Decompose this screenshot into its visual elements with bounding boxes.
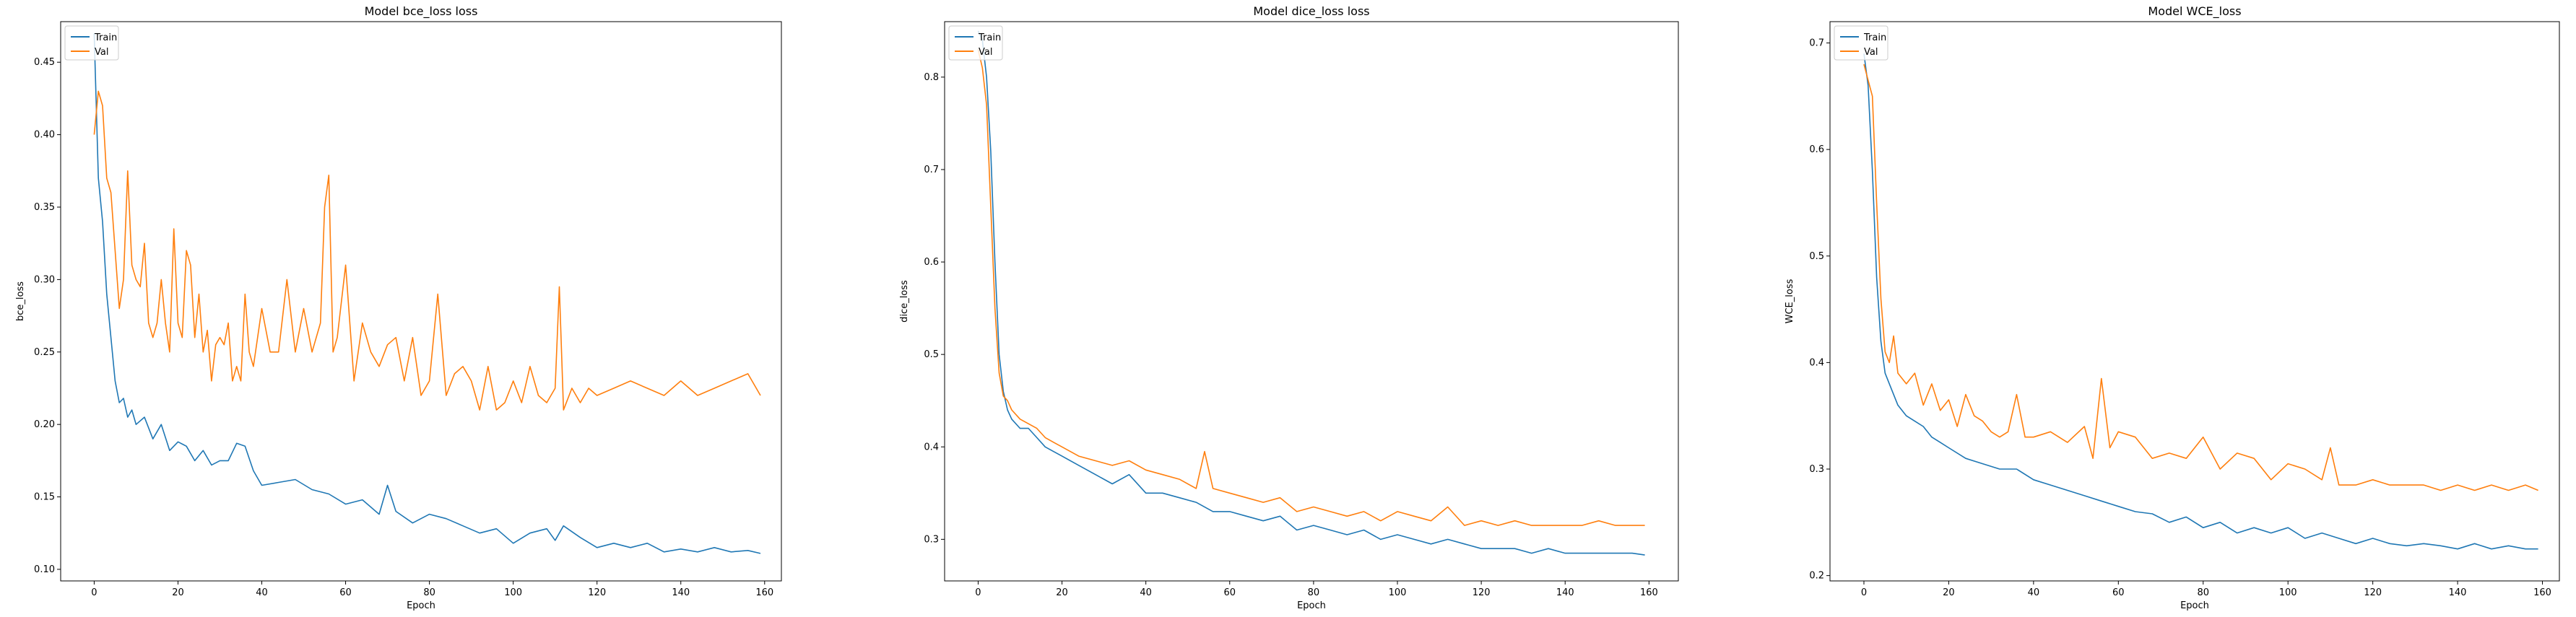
legend-label: Train xyxy=(94,32,117,43)
chart-title: Model bce_loss loss xyxy=(365,4,478,19)
x-tick-label: 140 xyxy=(672,587,690,598)
x-axis-label: Epoch xyxy=(1297,600,1326,611)
y-tick-label: 0.25 xyxy=(34,347,55,358)
subplot-dice-loss: Model dice_loss loss Epoch dice_loss 0 20… xyxy=(899,4,1679,611)
x-tick-label: 40 xyxy=(1140,587,1152,598)
x-tick-label: 40 xyxy=(256,587,268,598)
y-axis-label: bce_loss xyxy=(15,281,26,321)
x-tick-label: 100 xyxy=(504,587,522,598)
axes-frame xyxy=(1829,21,2560,582)
legend: Train Val xyxy=(64,25,119,61)
y-tick-label: 0.40 xyxy=(34,130,55,141)
x-tick-label: 0 xyxy=(1861,587,1867,598)
series-line-train xyxy=(93,33,761,554)
legend-label: Train xyxy=(978,32,1001,43)
x-tick-label: 20 xyxy=(172,587,184,598)
y-tick-label: 0.45 xyxy=(34,57,55,68)
y-tick-label: 0.5 xyxy=(1809,251,1824,262)
x-tick-label: 100 xyxy=(2279,587,2297,598)
x-tick-label: 0 xyxy=(91,587,97,598)
series-line-train xyxy=(1863,53,2538,550)
legend-label: Val xyxy=(979,47,992,58)
subplot-wce-loss: Model WCE_loss Epoch WCE_loss 0 20 40 60 80 1… xyxy=(1784,4,2560,611)
x-tick-label: 60 xyxy=(339,587,352,598)
y-tick-label: 0.7 xyxy=(924,165,939,175)
y-tick-label: 0.3 xyxy=(1809,464,1824,475)
x-tick-label: 120 xyxy=(588,587,606,598)
x-tick-label: 140 xyxy=(2449,587,2467,598)
x-tick-label: 120 xyxy=(1473,587,1491,598)
x-tick-label: 20 xyxy=(1943,587,1955,598)
y-tick-label: 0.15 xyxy=(34,492,55,503)
x-tick-label: 80 xyxy=(423,587,435,598)
series-line-val xyxy=(1863,64,2538,491)
x-tick-label: 0 xyxy=(975,587,981,598)
x-tick-label: 40 xyxy=(2028,587,2040,598)
legend-label: Val xyxy=(95,47,108,58)
chart-title: Model WCE_loss xyxy=(2148,4,2241,19)
y-tick-label: 0.30 xyxy=(34,274,55,285)
series-line-train xyxy=(977,30,1645,556)
legend-label: Val xyxy=(1864,47,1878,58)
x-axis-label: Epoch xyxy=(407,600,435,611)
x-tick-label: 160 xyxy=(2533,587,2551,598)
x-tick-label: 60 xyxy=(2112,587,2125,598)
x-tick-label: 80 xyxy=(2197,587,2209,598)
legend: Train Val xyxy=(1834,25,1888,61)
y-tick-label: 0.7 xyxy=(1809,38,1824,49)
y-tick-label: 0.4 xyxy=(1809,357,1824,368)
legend-label: Train xyxy=(1863,32,1886,43)
y-tick-label: 0.8 xyxy=(924,72,939,83)
y-tick-label: 0.2 xyxy=(1809,571,1824,582)
chart-title: Model dice_loss loss xyxy=(1253,4,1369,19)
x-tick-label: 60 xyxy=(1224,587,1236,598)
y-tick-label: 0.35 xyxy=(34,202,55,213)
x-tick-label: 160 xyxy=(1640,587,1658,598)
x-axis-label: Epoch xyxy=(2180,600,2209,611)
y-tick-label: 0.20 xyxy=(34,419,55,430)
legend: Train Val xyxy=(948,25,1003,61)
y-axis-label: WCE_loss xyxy=(1784,279,1795,323)
x-tick-label: 100 xyxy=(1389,587,1407,598)
x-tick-label: 120 xyxy=(2364,587,2382,598)
axes-frame xyxy=(60,21,782,582)
y-axis-label: dice_loss xyxy=(899,280,910,323)
y-tick-label: 0.3 xyxy=(924,534,939,545)
y-tick-label: 0.4 xyxy=(924,442,939,452)
x-tick-label: 20 xyxy=(1056,587,1068,598)
y-tick-label: 0.6 xyxy=(1809,144,1824,155)
series-line-val xyxy=(977,49,1645,526)
x-tick-label: 140 xyxy=(1556,587,1574,598)
x-tick-label: 80 xyxy=(1308,587,1320,598)
series-line-val xyxy=(93,90,761,411)
subplot-bce-loss: Model bce_loss loss Epoch bce_loss 0 20 40… xyxy=(15,4,782,611)
x-tick-label: 160 xyxy=(755,587,773,598)
y-tick-label: 0.10 xyxy=(34,564,55,575)
y-tick-label: 0.6 xyxy=(924,257,939,268)
y-tick-label: 0.5 xyxy=(924,349,939,360)
axes-frame xyxy=(944,21,1679,582)
